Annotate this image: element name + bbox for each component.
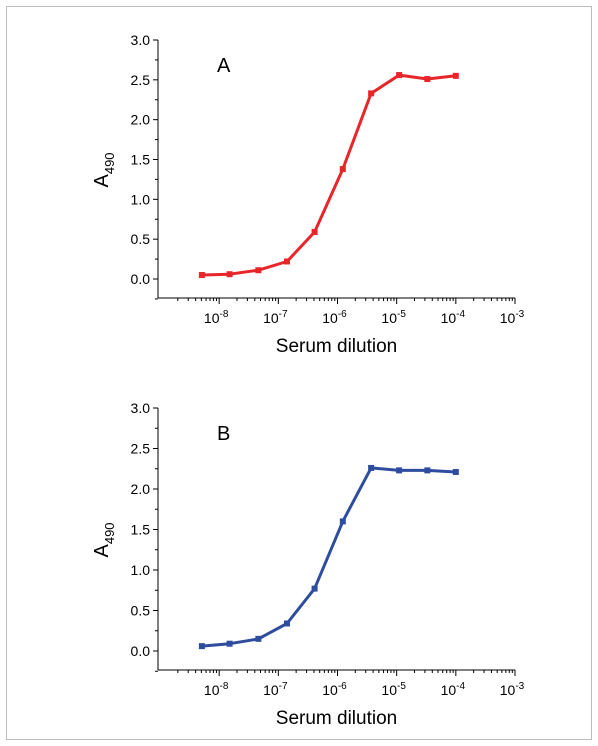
y-tick-label: 1.0: [131, 562, 151, 578]
y-tick-label: 1.0: [131, 191, 151, 207]
x-tick-label: 10-5: [381, 309, 406, 326]
y-tick-label: 0.5: [131, 603, 151, 619]
data-point: [452, 72, 459, 79]
data-point: [396, 467, 403, 474]
data-point: [424, 76, 431, 83]
data-point: [368, 90, 375, 97]
x-axis-title: Serum dilution: [276, 336, 397, 357]
y-tick-label: 3.0: [131, 32, 151, 48]
x-tick-label: 10-5: [381, 681, 406, 698]
figure-frame: [6, 6, 592, 740]
y-tick-label: 1.5: [131, 522, 151, 538]
y-tick-label: 2.0: [131, 112, 151, 128]
panel-label: A: [217, 55, 231, 77]
chart-panel-b: 0.0 0.5 1.0 1.5 2.0 2.5 3.0 10-8 10-7 10-6 10-5 10-…: [91, 400, 525, 729]
x-tick-label: 10-7: [263, 681, 288, 698]
x-axis-title: Serum dilution: [276, 708, 397, 729]
data-point: [198, 272, 205, 279]
panel-label: B: [217, 423, 230, 445]
series-line: [201, 73, 456, 277]
data-point: [339, 166, 346, 173]
y-tick-label: 0.0: [131, 271, 151, 287]
data-point: [226, 271, 233, 278]
y-tick-label: 3.0: [131, 400, 151, 416]
data-point: [283, 620, 290, 627]
y-tick-label: 2.0: [131, 481, 151, 497]
y-tick-label: 1.5: [131, 152, 151, 168]
data-point: [255, 635, 262, 642]
y-tick-label: 0.0: [131, 643, 151, 659]
data-point: [452, 468, 459, 475]
y-tick-label: 2.5: [131, 441, 151, 457]
data-point: [368, 464, 375, 471]
data-point: [311, 585, 318, 592]
chart-panel-a: 0.0 0.5 1.0 1.5 2.0 2.5 3.0 10-8 10-7 10-6 10-5 10-…: [91, 32, 525, 357]
data-point: [198, 643, 205, 650]
data-point: [226, 640, 233, 647]
x-tick-label: 10-8: [204, 681, 229, 698]
data-point: [396, 72, 403, 79]
y-tick-label: 2.5: [131, 72, 151, 88]
x-tick-label: 10-3: [500, 681, 525, 698]
x-tick-label: 10-6: [322, 309, 347, 326]
data-point: [255, 267, 262, 274]
y-axis-title: A490: [91, 152, 117, 187]
x-tick-label: 10-8: [204, 309, 229, 326]
data-point: [339, 518, 346, 525]
x-tick-label: 10-6: [322, 681, 347, 698]
series-line: [201, 466, 456, 648]
x-tick-label: 10-4: [441, 681, 466, 698]
data-point: [311, 228, 318, 235]
x-tick-label: 10-7: [263, 309, 288, 326]
y-tick-label: 0.5: [131, 231, 151, 247]
data-point: [283, 258, 290, 265]
x-tick-label: 10-4: [441, 309, 466, 326]
x-tick-label: 10-3: [500, 309, 525, 326]
y-axis-title: A490: [91, 522, 117, 557]
data-point: [424, 467, 431, 474]
